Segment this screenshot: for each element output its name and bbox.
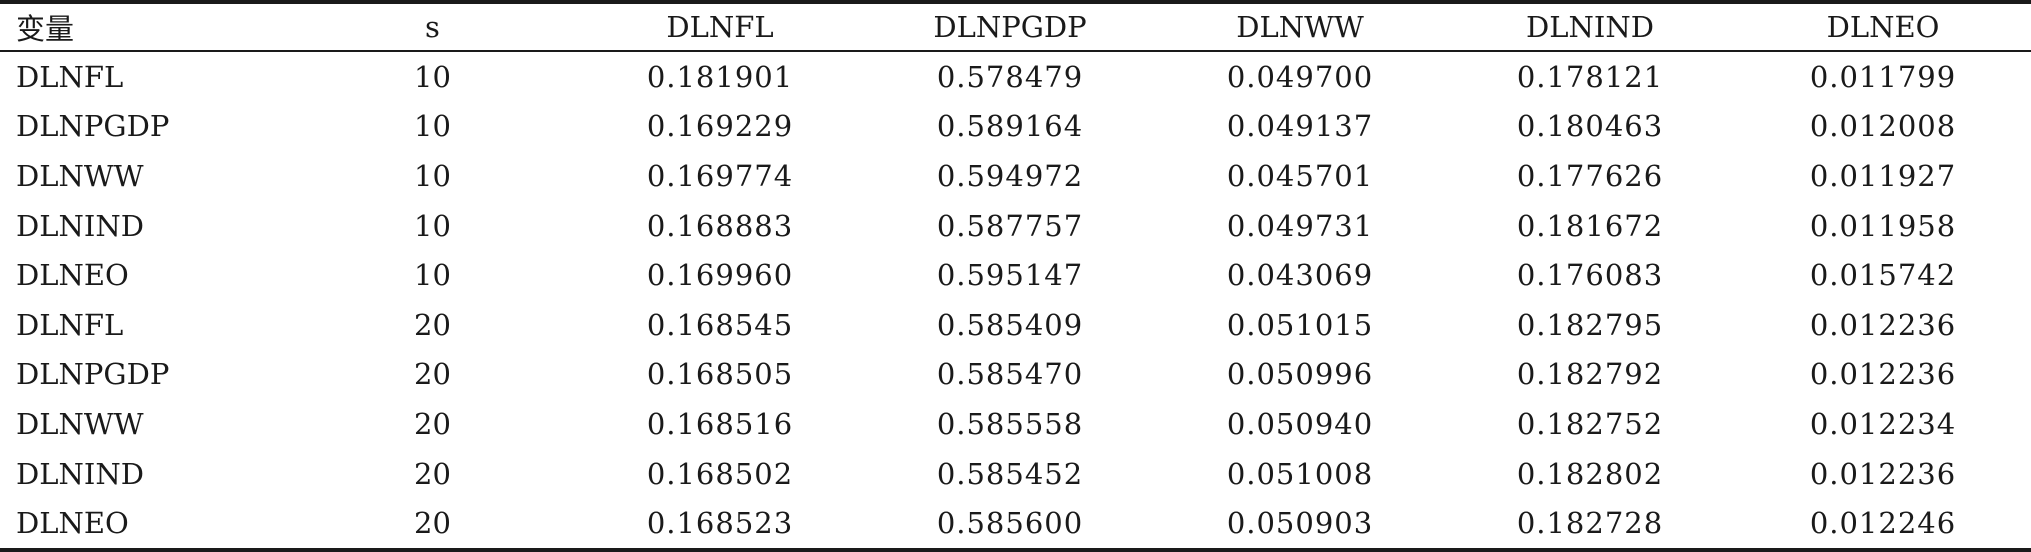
cell-dlnpgdp: 0.585470 <box>936 357 1084 392</box>
cell-dlnfl: 0.181901 <box>646 59 794 94</box>
cell-variable: DLNWW <box>16 158 144 193</box>
cell-dlnfl: 0.168545 <box>646 307 794 342</box>
cell-dlnpgdp: 0.594972 <box>936 158 1084 193</box>
header-variable: 变量 <box>16 12 75 46</box>
cell-dlnind: 0.182802 <box>1516 456 1664 491</box>
cell-variable: DLNPGDP <box>16 109 170 144</box>
cell-dlnww: 0.051015 <box>1226 307 1374 342</box>
cell-dlnind: 0.182728 <box>1516 506 1664 541</box>
header-dlnpgdp: DLNPGDP <box>933 10 1087 44</box>
header-dlneo: DLNEO <box>1826 10 1940 44</box>
cell-dlnww: 0.043069 <box>1226 258 1374 293</box>
cell-dlnind: 0.181672 <box>1516 208 1664 243</box>
cell-dlnww: 0.045701 <box>1226 158 1374 193</box>
table-row: DLNPGDP 10 0.169229 0.589164 0.049137 0.… <box>0 102 2031 152</box>
cell-dlnind: 0.177626 <box>1516 158 1664 193</box>
cell-dlnww: 0.050940 <box>1226 406 1374 441</box>
cell-dlnww: 0.050903 <box>1226 506 1374 541</box>
cell-variable: DLNEO <box>16 258 129 293</box>
cell-dlnpgdp: 0.589164 <box>936 109 1084 144</box>
header-dlnfl: DLNFL <box>666 10 774 44</box>
cell-s: 20 <box>414 456 451 491</box>
cell-variable: DLNFL <box>16 307 124 342</box>
table-row: DLNFL 10 0.181901 0.578479 0.049700 0.17… <box>0 51 2031 102</box>
cell-variable: DLNIND <box>16 208 144 243</box>
cell-s: 20 <box>414 506 451 541</box>
cell-s: 10 <box>414 208 451 243</box>
header-dlnww: DLNWW <box>1236 10 1364 44</box>
cell-dlnww: 0.051008 <box>1226 456 1374 491</box>
cell-dlneo: 0.012236 <box>1809 307 1957 342</box>
cell-dlneo: 0.011799 <box>1809 59 1957 94</box>
cell-dlneo: 0.012236 <box>1809 456 1957 491</box>
table-header-row: 变量 s DLNFL DLNPGDP DLNWW DLNIND DLNEO <box>0 2 2031 51</box>
cell-dlnww: 0.049731 <box>1226 208 1374 243</box>
header-s: s <box>425 10 440 44</box>
cell-s: 10 <box>414 59 451 94</box>
cell-s: 10 <box>414 109 451 144</box>
cell-dlnind: 0.182752 <box>1516 406 1664 441</box>
cell-dlnind: 0.178121 <box>1516 59 1664 94</box>
cell-dlnpgdp: 0.585452 <box>936 456 1084 491</box>
cell-dlnpgdp: 0.587757 <box>936 208 1084 243</box>
table-row: DLNEO 20 0.168523 0.585600 0.050903 0.18… <box>0 498 2031 550</box>
table-row: DLNFL 20 0.168545 0.585409 0.051015 0.18… <box>0 300 2031 350</box>
cell-dlneo: 0.012234 <box>1809 406 1957 441</box>
table-row: DLNEO 10 0.169960 0.595147 0.043069 0.17… <box>0 250 2031 300</box>
cell-dlnww: 0.049137 <box>1226 109 1374 144</box>
cell-s: 20 <box>414 357 451 392</box>
table-row: DLNIND 20 0.168502 0.585452 0.051008 0.1… <box>0 449 2031 499</box>
table-row: DLNWW 10 0.169774 0.594972 0.045701 0.17… <box>0 151 2031 201</box>
cell-s: 10 <box>414 158 451 193</box>
cell-dlnfl: 0.169960 <box>646 258 794 293</box>
cell-dlnind: 0.180463 <box>1516 109 1664 144</box>
cell-dlnfl: 0.168523 <box>646 506 794 541</box>
cell-dlnfl: 0.168505 <box>646 357 794 392</box>
cell-dlnfl: 0.168883 <box>646 208 794 243</box>
header-dlnind: DLNIND <box>1526 10 1654 44</box>
cell-dlneo: 0.011927 <box>1809 158 1957 193</box>
cell-dlnfl: 0.168502 <box>646 456 794 491</box>
cell-dlnpgdp: 0.585409 <box>936 307 1084 342</box>
cell-dlnpgdp: 0.585600 <box>936 506 1084 541</box>
cell-dlneo: 0.012236 <box>1809 357 1957 392</box>
cell-dlnfl: 0.169229 <box>646 109 794 144</box>
cell-s: 20 <box>414 406 451 441</box>
cell-dlnfl: 0.168516 <box>646 406 794 441</box>
cell-variable: DLNWW <box>16 406 144 441</box>
cell-dlneo: 0.012008 <box>1809 109 1957 144</box>
table-row: DLNWW 20 0.168516 0.585558 0.050940 0.18… <box>0 399 2031 449</box>
cell-dlneo: 0.012246 <box>1809 506 1957 541</box>
cell-dlneo: 0.015742 <box>1809 258 1957 293</box>
cell-dlnind: 0.182792 <box>1516 357 1664 392</box>
cell-s: 10 <box>414 258 451 293</box>
cell-variable: DLNIND <box>16 456 144 491</box>
cell-dlnind: 0.182795 <box>1516 307 1664 342</box>
cell-dlnpgdp: 0.578479 <box>936 59 1084 94</box>
cell-variable: DLNFL <box>16 59 124 94</box>
cell-dlnww: 0.050996 <box>1226 357 1374 392</box>
cell-variable: DLNPGDP <box>16 357 170 392</box>
cell-dlnind: 0.176083 <box>1516 258 1664 293</box>
cell-dlnpgdp: 0.585558 <box>936 406 1084 441</box>
cell-dlneo: 0.011958 <box>1809 208 1957 243</box>
table-row: DLNPGDP 20 0.168505 0.585470 0.050996 0.… <box>0 350 2031 400</box>
cell-dlnpgdp: 0.595147 <box>936 258 1084 293</box>
cell-s: 20 <box>414 307 451 342</box>
table-row: DLNIND 10 0.168883 0.587757 0.049731 0.1… <box>0 201 2031 251</box>
cell-variable: DLNEO <box>16 506 129 541</box>
cell-dlnww: 0.049700 <box>1226 59 1374 94</box>
cell-dlnfl: 0.169774 <box>646 158 794 193</box>
